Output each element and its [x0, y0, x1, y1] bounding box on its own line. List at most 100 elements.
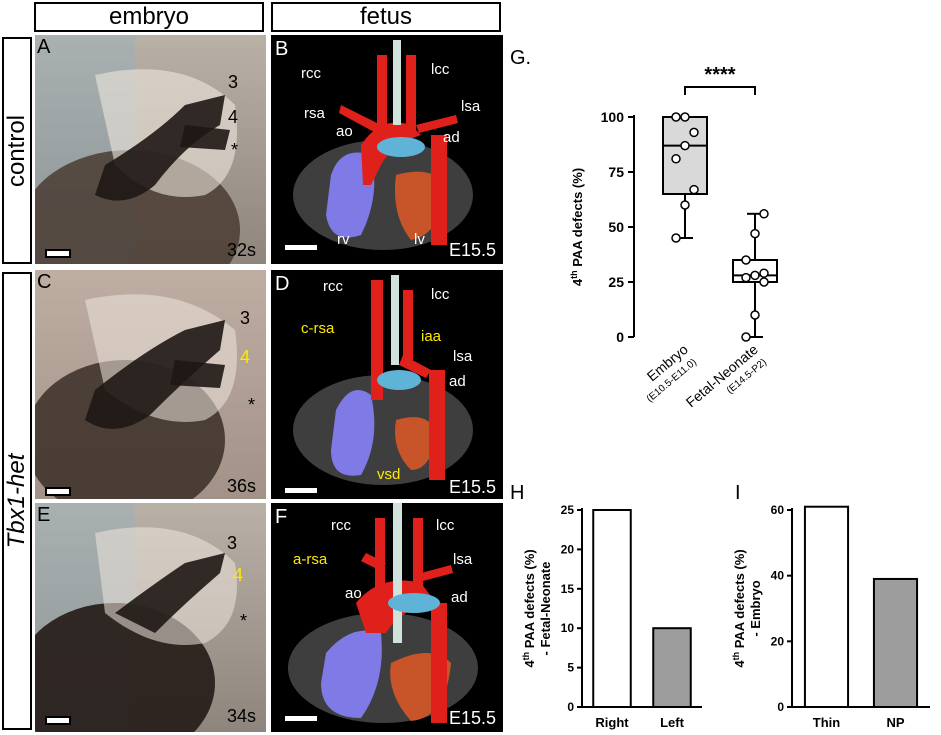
chart-g-point	[680, 112, 690, 122]
panel-b-label-lcc: lcc	[431, 61, 450, 78]
chart-g-point	[671, 154, 681, 164]
chart-h-bar	[592, 509, 632, 708]
chart-i-bar	[872, 577, 919, 708]
header-fetus: fetus	[271, 2, 501, 32]
panel-c-scale-bar	[45, 487, 71, 496]
panel-b-label-rv: rv	[337, 231, 350, 248]
chart-h-ytick-label: 0	[567, 700, 574, 714]
panel-e-label-4: 4	[233, 565, 244, 585]
row-label-tbx1-text: Tbx1-het	[3, 453, 30, 549]
panel-b-label-rsa: rsa	[304, 105, 325, 122]
panel-a-image: A 3 4 * 32s	[35, 35, 266, 264]
panel-h-letter: H	[510, 482, 525, 504]
panel-b-label-ad: ad	[443, 129, 460, 146]
panel-d-label-lcc: lcc	[431, 286, 450, 303]
panel-i-letter: I	[735, 482, 741, 504]
panel-d-stage: E15.5	[449, 477, 497, 497]
panel-c-label-3: 3	[240, 308, 251, 328]
panel-d-label-ad: ad	[449, 373, 466, 390]
chart-g-point	[671, 112, 681, 122]
chart-h-ylabel-line1: 4th PAA defects (%)	[521, 549, 537, 667]
chart-g-point	[750, 228, 760, 239]
panel-b-scale-bar	[285, 245, 317, 250]
chart-g-point	[750, 270, 760, 281]
row-label-control: control	[2, 37, 32, 264]
panel-f-label-rcc: rcc	[331, 517, 351, 534]
chart-h-xtick-label: Right	[595, 715, 629, 730]
panel-b-image: B rcc lcc rsa lsa ao ad rv lv E15.5	[271, 35, 503, 264]
chart-h-ytick-label: 25	[561, 503, 575, 517]
panel-f-label-ad: ad	[451, 589, 468, 606]
panel-a-label-3: 3	[228, 72, 239, 92]
panel-f-label-lcc: lcc	[436, 517, 455, 534]
chart-i-xtick-label: Thin	[813, 715, 840, 730]
panel-b-stage: E15.5	[449, 240, 497, 260]
panel-e-label-asterisk: *	[240, 611, 248, 631]
chart-h-bar	[652, 627, 692, 708]
chart-i: 0 20 40 60 Thin NP 4th PAA defects (%) - Embryo	[731, 503, 930, 730]
chart-g-ytick-label: 75	[608, 164, 624, 180]
embryo-e-drawing	[35, 503, 237, 732]
chart-g-point	[741, 332, 751, 342]
fetus-f-model	[288, 503, 478, 723]
chart-i-ylabel-line2: - Embryo	[748, 580, 763, 636]
row-label-control-text: control	[3, 114, 30, 187]
chart-g-point	[759, 277, 769, 287]
chart-h-ytick-label: 15	[561, 582, 575, 596]
chart-g-box	[662, 116, 708, 195]
chart-g-point	[680, 140, 690, 151]
row-label-tbx1: Tbx1-het	[2, 272, 32, 730]
panel-e-stage: 34s	[227, 706, 257, 726]
chart-g-significance-bracket	[684, 86, 756, 95]
chart-h-ytick-label: 5	[567, 661, 574, 675]
panel-e-scale-bar	[45, 716, 71, 725]
chart-g-point	[671, 233, 681, 243]
chart-g-ylabel: 4th PAA defects (%)	[569, 168, 585, 286]
panel-e-letter: E	[37, 504, 51, 526]
panel-b-label-rcc: rcc	[301, 65, 321, 82]
chart-i-ylabel-line1: 4th PAA defects (%)	[731, 549, 747, 667]
panel-f-scale-bar	[285, 716, 317, 721]
panel-a-label-asterisk: *	[231, 140, 239, 160]
chart-g-ytick-label: 25	[608, 274, 624, 290]
chart-g-point	[750, 310, 760, 320]
panel-d-label-vsd: vsd	[377, 466, 401, 483]
chart-g-ytick-label: 0	[616, 329, 624, 345]
embryo-c-drawing	[35, 270, 266, 499]
panel-f-image: F rcc lcc a-rsa lsa ao ad E15.5	[271, 503, 503, 732]
header-embryo: embryo	[34, 2, 264, 32]
panel-b-label-ao: ao	[336, 123, 353, 140]
chart-i-ytick-label: 0	[777, 700, 784, 714]
panel-c-label-asterisk: *	[248, 395, 256, 415]
panel-d-label-iaa: iaa	[421, 328, 442, 345]
chart-h: 0 5 10 15 20 25 Right Left 4th PAA defects (%) - …	[521, 503, 702, 730]
panel-d-label-lsa: lsa	[453, 348, 473, 365]
chart-g-significance-label: ****	[704, 64, 735, 86]
panel-c-label-4: 4	[240, 347, 251, 367]
panel-b-letter: B	[275, 38, 289, 60]
panel-f-label-lsa: lsa	[453, 551, 473, 568]
chart-i-ytick-label: 20	[771, 634, 785, 648]
chart-h-xtick-label: Left	[660, 715, 685, 730]
chart-g-point	[689, 127, 699, 138]
panel-f-stage: E15.5	[449, 708, 497, 728]
panel-f-label-ao: ao	[345, 585, 362, 602]
panel-g-letter: G.	[510, 47, 532, 69]
panel-d-label-c-rsa: c-rsa	[301, 320, 335, 337]
chart-g-point	[759, 268, 769, 278]
panel-d-letter: D	[275, 273, 290, 295]
panel-d-scale-bar	[285, 488, 317, 493]
chart-g-point	[689, 184, 699, 195]
chart-i-xtick-label: NP	[886, 715, 904, 730]
panel-d-label-rcc: rcc	[323, 278, 343, 295]
chart-h-ytick-label: 20	[561, 542, 575, 556]
chart-g-ytick-label: 100	[601, 109, 625, 125]
panel-c-stage: 36s	[227, 476, 257, 496]
panel-a-letter: A	[37, 36, 51, 58]
panel-e-image: E 3 4 * 34s	[35, 503, 266, 732]
panel-c-letter: C	[37, 271, 52, 293]
panel-f-letter: F	[275, 506, 288, 528]
panel-f-label-a-rsa: a-rsa	[293, 551, 328, 568]
panel-b-label-lv: lv	[414, 231, 425, 248]
